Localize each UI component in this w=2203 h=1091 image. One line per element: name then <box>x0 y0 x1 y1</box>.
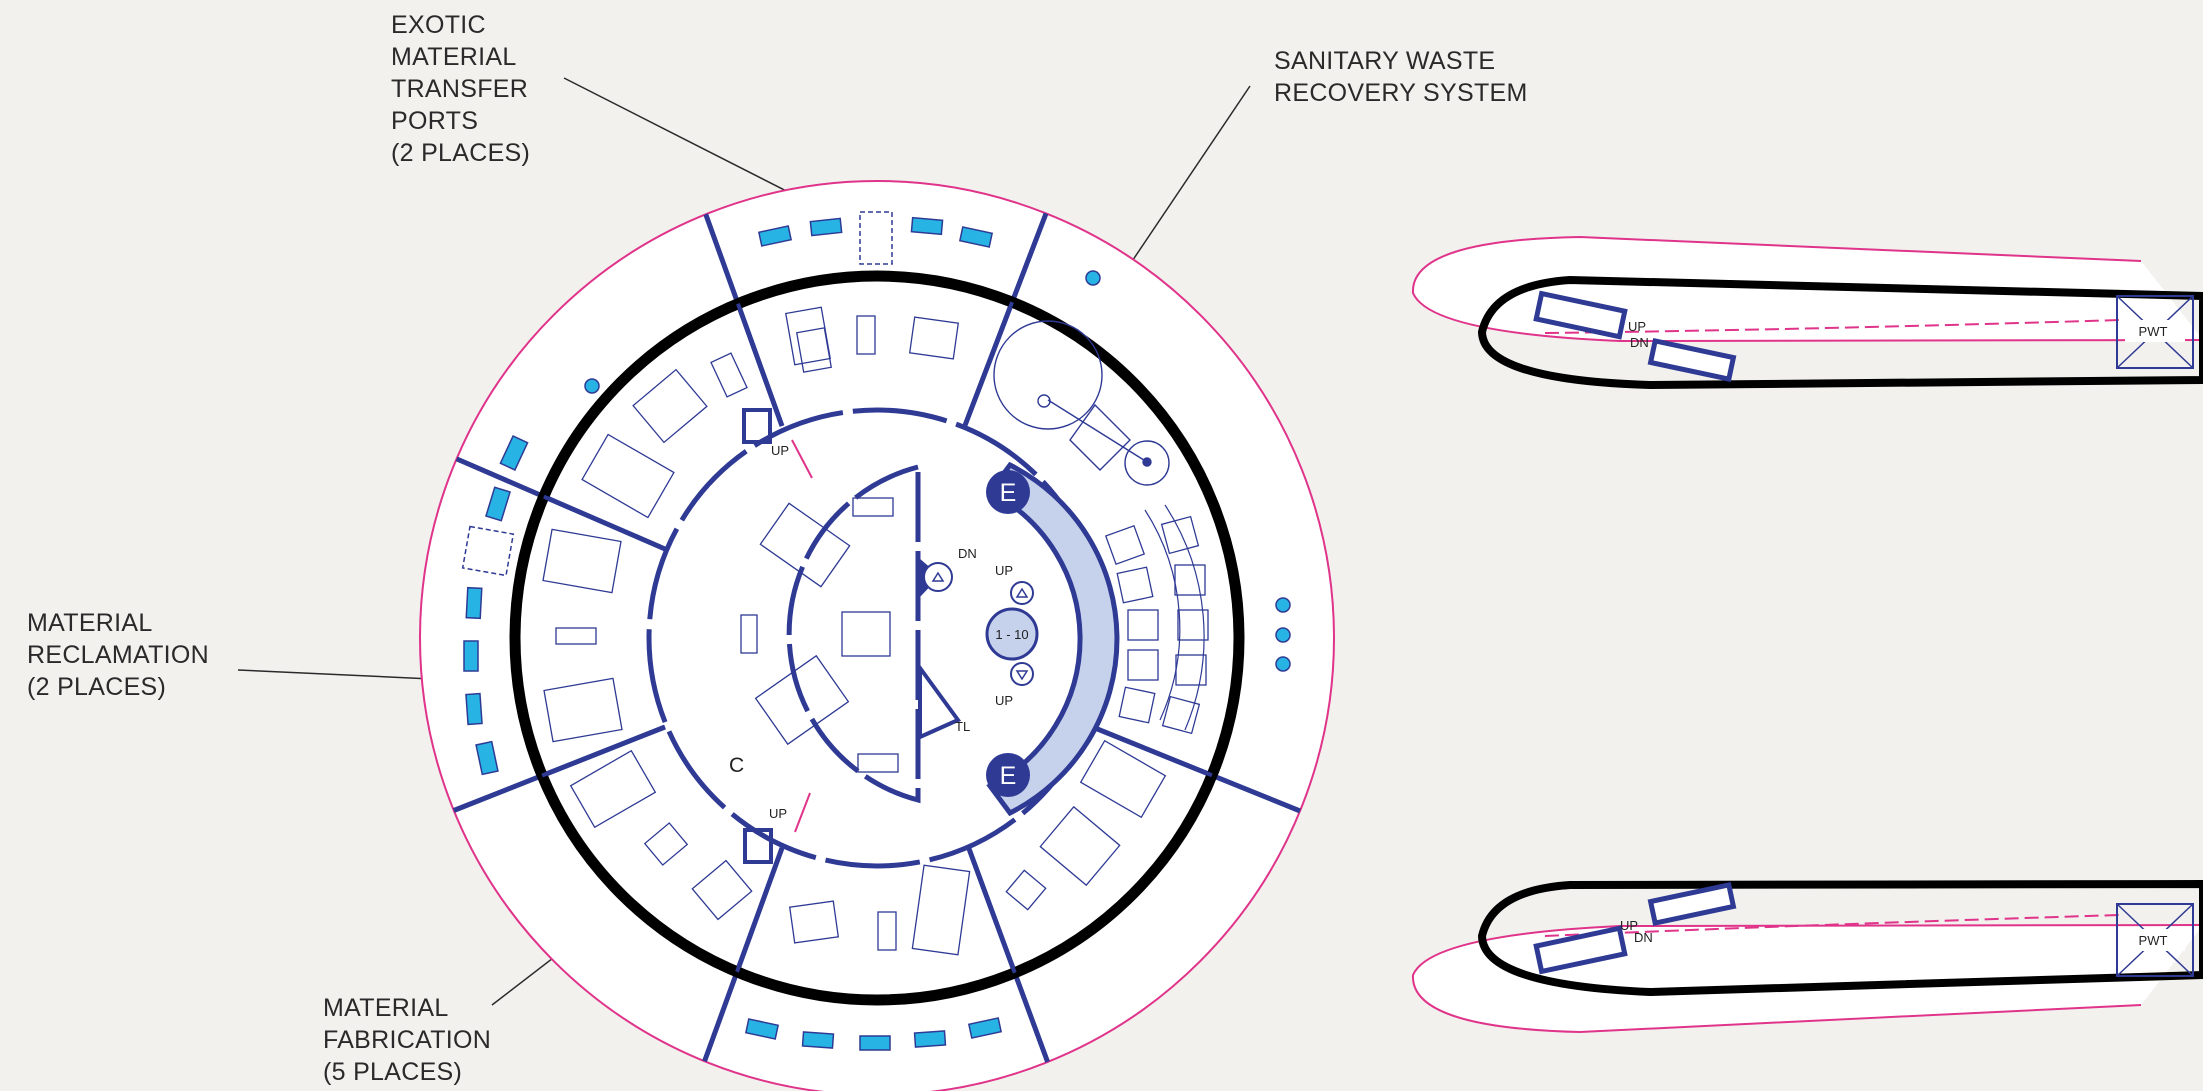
section-view-top: PWT UP DN <box>1411 235 2203 390</box>
callout-material-fabrication: MATERIAL FABRICATION (5 PLACES) <box>323 994 492 1086</box>
section-dn-label: DN <box>1634 930 1653 945</box>
corridor-stairs <box>742 408 813 864</box>
inner-ring-partitions <box>515 276 1239 1000</box>
lift-up-label: UP <box>995 563 1013 578</box>
elevator-label: E <box>1000 479 1017 507</box>
sanitary-waste-tanks <box>993 320 1205 731</box>
hull-windows <box>463 216 1291 1051</box>
pwt-label: PWT <box>2139 933 2168 948</box>
toilet-room: TL <box>918 661 970 741</box>
pwt-label: PWT <box>2139 324 2168 339</box>
section-up-label: UP <box>1620 918 1638 933</box>
lift-up-label: UP <box>995 693 1013 708</box>
central-core <box>786 461 1120 817</box>
core-label: C <box>729 754 744 777</box>
core-stair-dn-label: DN <box>958 546 977 561</box>
lift-shaft: 1 - 10 UP UP <box>985 563 1039 708</box>
workstations <box>542 306 1209 956</box>
elevator-top: E <box>986 470 1030 514</box>
elevator-bottom: E <box>986 753 1030 797</box>
section-up-label: UP <box>1628 319 1646 334</box>
core-stair: DN <box>919 546 977 598</box>
callout-material-reclamation: MATERIAL RECLAMATION (2 PLACES) <box>27 609 210 701</box>
section-view-bottom: PWT UP DN <box>1411 879 2203 1034</box>
stair-up-label: UP <box>771 443 789 458</box>
section-dn-label: DN <box>1630 335 1649 350</box>
callout-exotic-material-transfer-ports: EXOTIC MATERIAL TRANSFER PORTS (2 PLACES… <box>391 11 531 167</box>
toilet-label: TL <box>955 719 970 734</box>
elevator-label: E <box>1000 762 1017 790</box>
stair-up-label: UP <box>769 806 787 821</box>
exotic-transfer-ports <box>461 211 893 577</box>
callout-sanitary-waste-recovery: SANITARY WASTE RECOVERY SYSTEM <box>1274 47 1528 107</box>
primary-bulkhead-ring <box>509 270 1245 1006</box>
lift-floor-range: 1 - 10 <box>995 627 1028 642</box>
